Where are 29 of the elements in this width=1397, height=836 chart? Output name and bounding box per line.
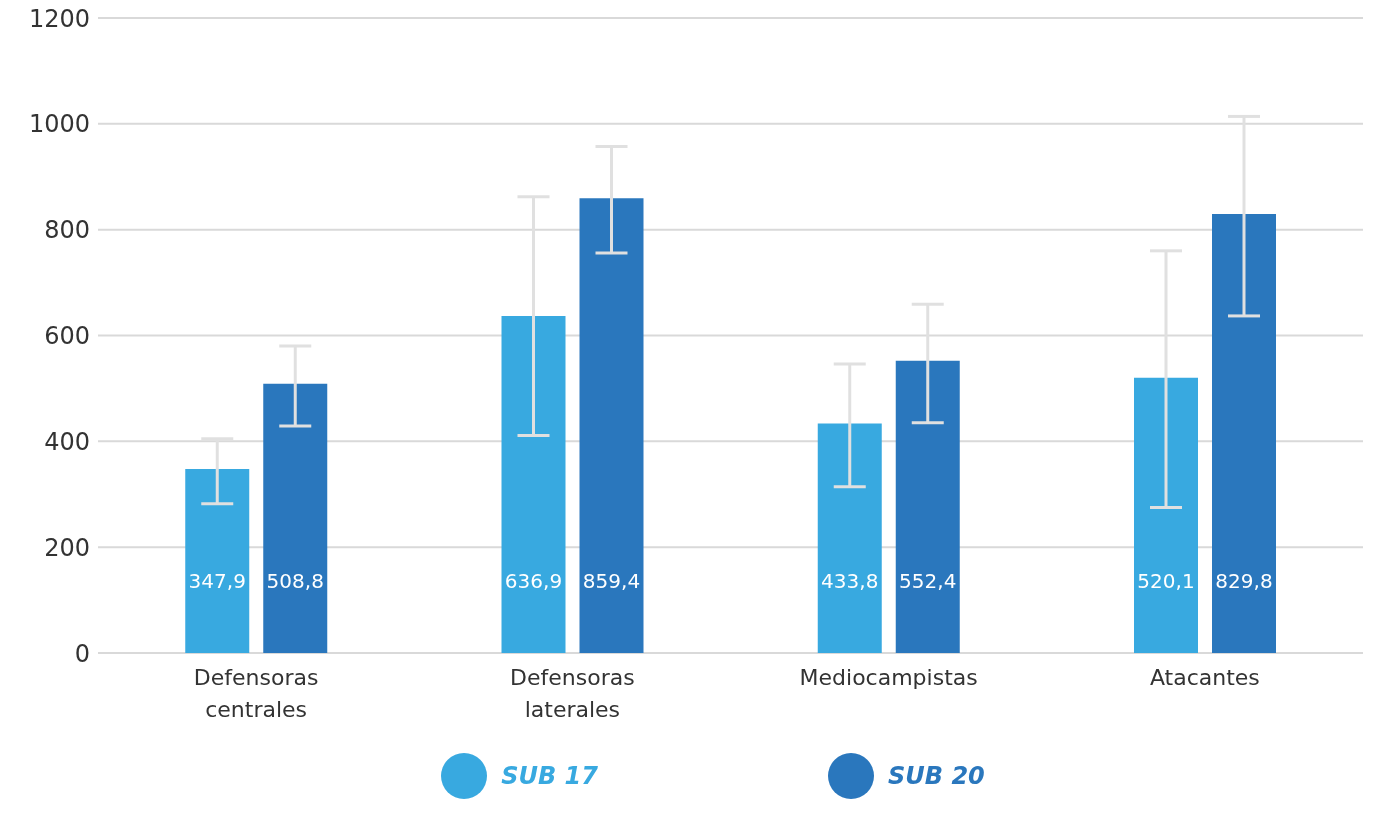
- y-tick-label: 400: [44, 427, 90, 456]
- y-tick-label: 800: [44, 216, 90, 245]
- x-tick-label: Defensoras laterales: [510, 665, 635, 722]
- y-tick-label: 200: [44, 533, 90, 562]
- legend-label: SUB 17: [501, 762, 598, 790]
- data-label: 520,1: [1137, 569, 1195, 593]
- data-label: 829,8: [1215, 569, 1273, 593]
- x-tick-label: Defensoras centrales: [193, 665, 319, 722]
- bar: [501, 315, 566, 653]
- x-tick-label: Atacantes: [1149, 665, 1260, 690]
- data-label: 859,4: [582, 569, 641, 593]
- y-tick-label: 1000: [28, 110, 90, 139]
- data-label: 552,4: [899, 569, 957, 593]
- legend-label: SUB 20: [888, 762, 985, 790]
- y-tick-label: 0: [74, 639, 90, 668]
- x-tick-label: Mediocampistas: [799, 665, 978, 690]
- data-label: 433,8: [821, 569, 879, 593]
- bar: [579, 198, 644, 653]
- bar: [263, 383, 328, 653]
- bar: [1134, 377, 1198, 653]
- y-tick-label: 1200: [28, 4, 90, 33]
- bar: [1212, 213, 1276, 653]
- bar: [817, 423, 882, 653]
- bar: [185, 468, 250, 653]
- data-label: 347,9: [188, 569, 246, 593]
- y-tick-label: 600: [44, 322, 90, 351]
- bar: [895, 360, 960, 653]
- data-label: 508,8: [266, 569, 324, 593]
- data-label: 636,9: [504, 569, 563, 593]
